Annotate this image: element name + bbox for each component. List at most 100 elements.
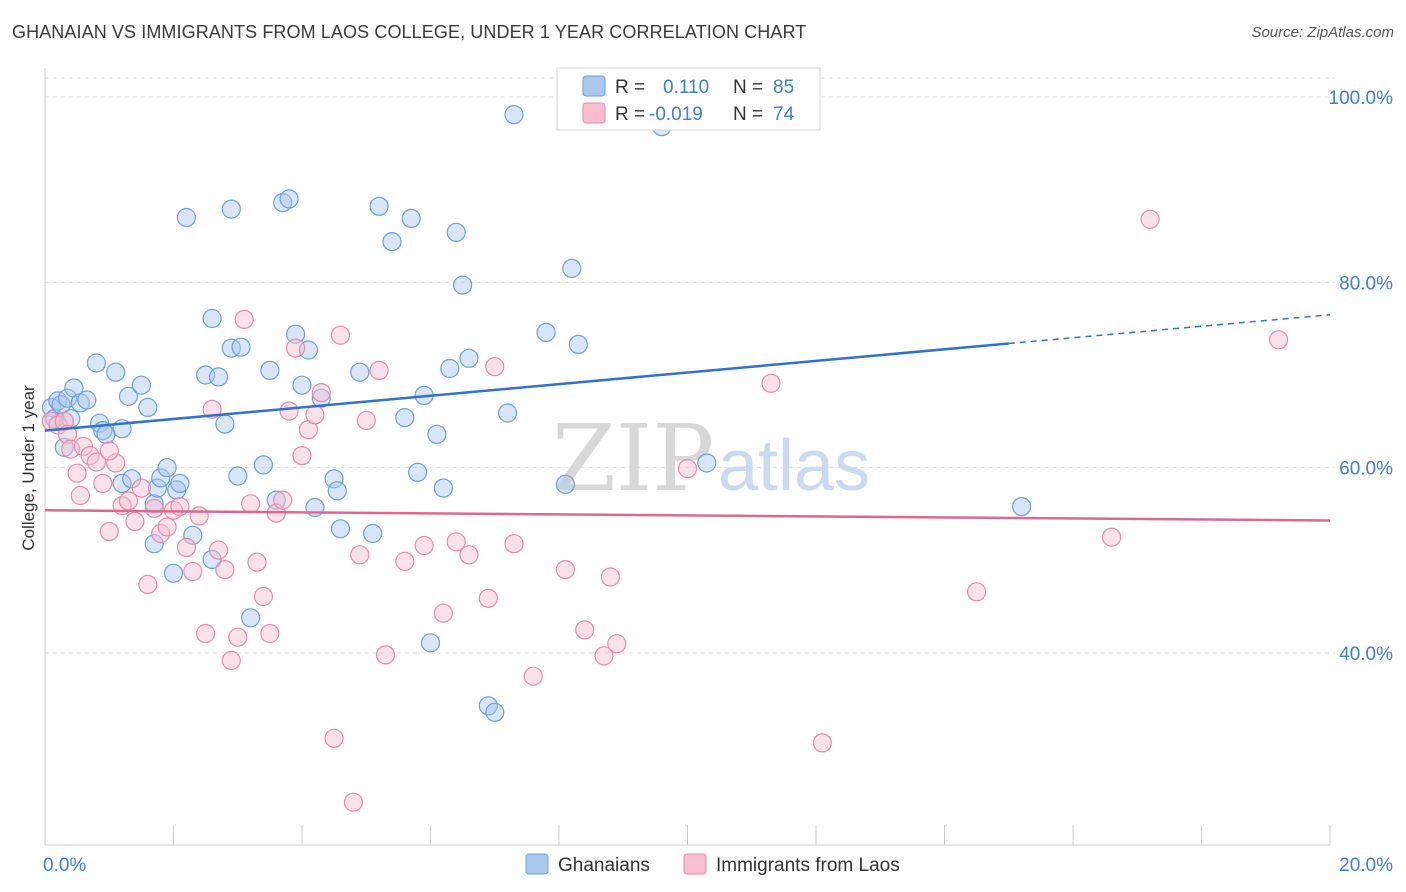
ghanaians-trend-extension	[1008, 314, 1331, 345]
ghanaians-point	[138, 397, 158, 417]
legend-bottom: Ghanaians Immigrants from Laos	[525, 853, 900, 876]
ghanaians-point	[241, 608, 261, 628]
y-tick-label: 100.0%	[1329, 88, 1394, 109]
laos-point	[523, 666, 543, 686]
ghanaians-point	[485, 702, 505, 722]
ghanaians-point	[382, 232, 402, 252]
laos-point	[70, 485, 90, 506]
laos-point	[607, 634, 627, 654]
y-tick-labels: 40.0% 60.0% 80.0% 100.0%	[1329, 88, 1394, 665]
ghanaians-point	[266, 490, 286, 510]
ghanaians-point	[157, 458, 177, 478]
laos-point	[99, 521, 119, 542]
ghanaians-point	[176, 207, 196, 228]
laos-point	[189, 506, 209, 526]
laos-point	[202, 399, 222, 419]
laos-point	[343, 792, 363, 812]
ghanaians-point	[305, 497, 325, 518]
laos-point	[247, 552, 267, 572]
ghanaians-point	[279, 189, 299, 209]
laos-point	[1140, 209, 1160, 229]
laos-point	[330, 325, 351, 345]
source-note: Source: ZipAtlas.com	[1251, 24, 1394, 41]
ghanaians-point	[228, 466, 248, 486]
legend-n-value-1: 85	[773, 77, 794, 98]
y-tick-label: 60.0%	[1339, 459, 1393, 480]
ghanaians-point	[170, 473, 190, 493]
ghanaians-point	[57, 388, 78, 408]
y-tick-label: 40.0%	[1339, 644, 1393, 665]
ghanaians-point	[286, 324, 306, 344]
laos-point	[131, 478, 151, 498]
laos-point	[221, 650, 241, 671]
laos-point	[228, 627, 248, 647]
ghanaians-point	[395, 408, 415, 428]
ghanaians-point	[446, 222, 466, 242]
ghanaians-point	[408, 462, 428, 482]
legend-bottom-swatch-ghanaians	[525, 853, 549, 875]
laos-point	[125, 511, 145, 532]
watermark: ZIP atlas	[552, 405, 870, 512]
laos-point	[555, 559, 576, 580]
ghanaians-point	[231, 337, 251, 357]
laos-point	[375, 645, 396, 665]
ghanaians-point	[536, 322, 556, 342]
ghanaians-point	[221, 338, 241, 358]
laos-point	[215, 559, 235, 580]
laos-point	[176, 537, 196, 558]
laos-point	[677, 459, 698, 479]
ghanaians-point	[151, 468, 171, 488]
laos-point	[144, 498, 164, 518]
laos-point	[260, 623, 280, 644]
ghanaians-point	[183, 525, 203, 545]
ghanaians-point	[273, 193, 293, 213]
ghanaians-point	[260, 360, 280, 380]
ghanaians-point	[311, 388, 331, 408]
ghanaians-point	[292, 375, 312, 395]
laos-point	[286, 338, 306, 358]
laos-point	[504, 534, 524, 554]
legend-top: R = 0.110 N = 85 R = -0.019 N = 74	[556, 67, 821, 131]
laos-point	[196, 623, 216, 644]
laos-point	[99, 441, 119, 461]
laos-point	[138, 574, 158, 595]
legend-n-label-2: N =	[733, 104, 763, 125]
laos-point	[279, 401, 299, 421]
laos-point	[305, 405, 325, 425]
ghanaians-point	[440, 358, 460, 379]
laos-trend-line	[44, 509, 1331, 522]
ghanaians-point	[215, 414, 235, 434]
x-tick-label-max: 20.0%	[1339, 855, 1393, 876]
ghanaians-point	[106, 362, 126, 382]
ghanaians-point	[221, 199, 241, 219]
data-points	[41, 104, 1289, 812]
laos-point	[1268, 330, 1289, 350]
ghanaians-point	[86, 353, 107, 373]
laos-point	[241, 494, 261, 514]
laos-point	[324, 728, 344, 748]
ghanaians-point	[401, 208, 421, 228]
laos-point	[600, 567, 621, 587]
laos-point	[106, 453, 126, 473]
laos-point	[485, 357, 505, 377]
ghanaians-point	[144, 494, 164, 514]
laos-point	[446, 532, 466, 552]
laos-point	[350, 545, 370, 565]
y-tick-label: 80.0%	[1339, 273, 1393, 294]
ghanaians-point	[324, 469, 344, 489]
grid-lines	[45, 77, 1335, 654]
ghanaians-point	[1011, 497, 1032, 517]
ghanaians-point	[568, 334, 588, 354]
legend-r-value-1: 0.110	[663, 77, 709, 98]
legend-bottom-label-ghanaians: Ghanaians	[558, 855, 650, 876]
laos-point	[234, 309, 254, 329]
laos-point	[414, 535, 434, 556]
ghanaians-point	[208, 367, 229, 387]
ghanaians-point	[369, 196, 389, 216]
laos-point	[433, 603, 453, 623]
ghanaians-point	[202, 308, 222, 329]
ghanaians-point	[96, 424, 116, 444]
ghanaians-point	[77, 390, 97, 410]
legend-r-label-1: R =	[615, 77, 645, 98]
